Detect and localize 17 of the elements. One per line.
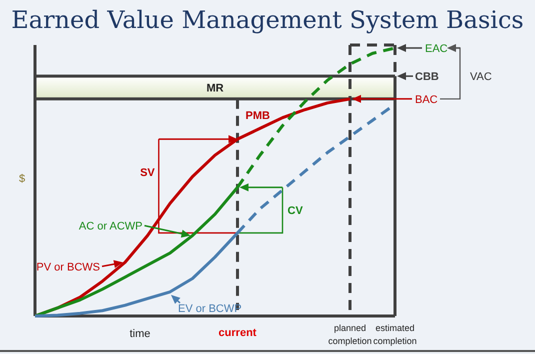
text: AC or ACWP xyxy=(78,220,142,233)
x-axis-title: time xyxy=(130,328,150,340)
series-label: PV or BCWS xyxy=(36,261,100,274)
x-tick-label: estimated completion xyxy=(373,323,417,346)
annotation: PMB xyxy=(246,110,270,122)
ref-line-label: CBB xyxy=(415,71,439,84)
band-label: MR xyxy=(206,82,224,95)
x-tick-label: planned completion xyxy=(328,323,372,346)
ref-line-label: BAC xyxy=(415,94,438,106)
text: VAC xyxy=(470,71,492,84)
annotation: SV xyxy=(140,167,156,180)
y-axis-title: $ xyxy=(18,173,26,185)
legend-label: EV or BCWP xyxy=(178,302,242,315)
x-tick-label: current xyxy=(218,327,257,339)
text: EAC xyxy=(425,43,448,55)
chart-title: Earned Value Management System Basics xyxy=(11,6,524,34)
annotation: CV xyxy=(288,205,304,218)
